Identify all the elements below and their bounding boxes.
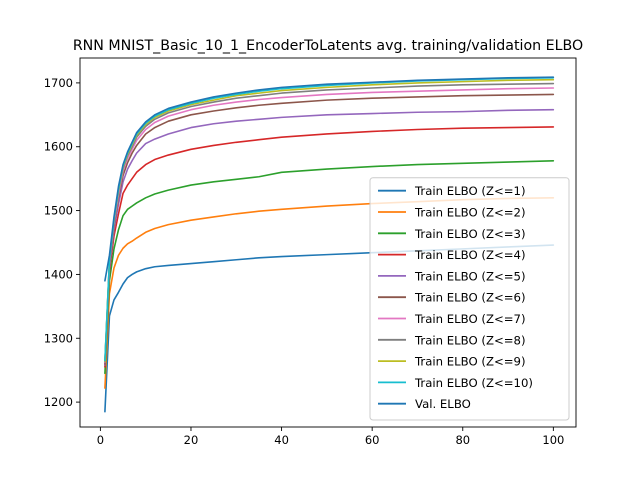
axes: 0 20 40 60 80 100 1200 1300 1400 1500 1600 1700	[44, 57, 577, 447]
legend-label: Train ELBO (Z<=4)	[414, 248, 526, 262]
x-tick-label: 100	[542, 433, 564, 447]
y-tick-label: 1400	[44, 267, 73, 281]
x-tick-label: 60	[365, 433, 380, 447]
legend-label: Train ELBO (Z<=10)	[414, 376, 533, 390]
x-tick-label: 40	[274, 433, 289, 447]
legend-label: Train ELBO (Z<=6)	[414, 291, 526, 305]
y-tick-label: 1600	[44, 140, 73, 154]
legend-label: Train ELBO (Z<=3)	[414, 227, 526, 241]
legend-label: Train ELBO (Z<=5)	[414, 269, 526, 283]
series-line-4	[104, 126, 555, 368]
y-tick-label: 1700	[44, 76, 73, 90]
x-tick-label: 0	[97, 433, 104, 447]
legend-label: Train ELBO (Z<=7)	[414, 312, 526, 326]
chart-title: RNN MNIST_Basic_10_1_EncoderToLatents av…	[73, 38, 583, 54]
legend-label: Train ELBO (Z<=1)	[414, 184, 526, 198]
legend-label: Train ELBO (Z<=8)	[414, 333, 526, 347]
legend-box	[369, 177, 570, 421]
y-tick-label: 1200	[44, 395, 73, 409]
legend: Train ELBO (Z<=1) Train ELBO (Z<=2) Train …	[369, 177, 570, 421]
legend-label: Val. ELBO	[415, 397, 471, 411]
legend-label: Train ELBO (Z<=9)	[414, 355, 526, 369]
x-tick-label: 20	[184, 433, 199, 447]
series-line-5	[104, 108, 555, 366]
y-tick-label: 1300	[44, 331, 73, 345]
legend-label: Train ELBO (Z<=2)	[414, 206, 526, 220]
series-line-3	[104, 159, 555, 375]
x-tick-label: 80	[455, 433, 470, 447]
series-lines	[104, 76, 555, 413]
series-line-11	[104, 76, 555, 282]
y-tick-label: 1500	[44, 204, 73, 218]
axes-frame	[79, 57, 577, 428]
plot-area	[104, 76, 555, 413]
